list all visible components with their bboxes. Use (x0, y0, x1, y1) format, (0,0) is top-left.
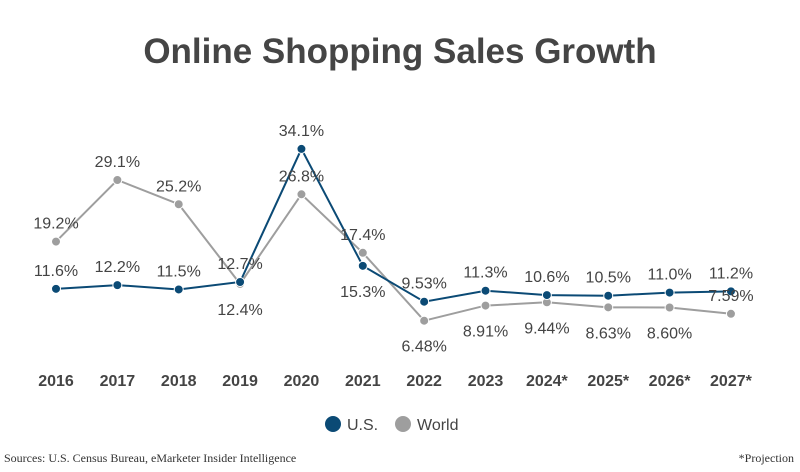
data-label: 17.4% (340, 227, 385, 244)
data-label: 12.2% (95, 259, 140, 276)
data-point (235, 277, 246, 288)
data-point (664, 302, 675, 313)
data-label: 25.2% (156, 178, 201, 195)
data-point (296, 189, 307, 200)
data-point (112, 280, 123, 291)
data-label: 8.63% (586, 325, 631, 342)
data-label: 12.7% (217, 256, 262, 273)
data-label: 11.3% (463, 265, 507, 282)
x-tick-label: 2026* (649, 373, 692, 390)
data-label: 26.8% (279, 168, 324, 185)
data-label: 8.60% (647, 326, 692, 343)
data-label: 9.44% (524, 320, 569, 337)
x-tick-label: 2019 (222, 373, 258, 390)
series-line-world (55, 178, 732, 322)
data-point (51, 236, 61, 247)
data-point (357, 260, 368, 271)
data-label: 11.6% (34, 263, 78, 280)
data-point (419, 315, 430, 326)
data-point (603, 302, 614, 313)
data-label: 7.59% (708, 288, 753, 305)
x-tick-label: 2016 (38, 373, 74, 390)
x-tick-label: 2021 (345, 373, 381, 390)
sources-note: Sources: U.S. Census Bureau, eMarketer I… (4, 451, 297, 465)
data-point (725, 286, 736, 297)
data-point (357, 247, 368, 258)
x-tick-label: 2027* (710, 373, 753, 390)
x-tick-label: 2023 (468, 373, 504, 390)
data-point (603, 290, 614, 301)
x-tick-label: 2018 (161, 373, 197, 390)
data-point (112, 174, 123, 185)
data-point (725, 308, 736, 319)
data-label: 11.2% (709, 265, 753, 282)
x-tick-label: 2017 (100, 373, 136, 390)
legend-label: World (417, 417, 459, 434)
data-label: 6.48% (401, 339, 446, 356)
data-point (541, 290, 552, 301)
legend-label: U.S. (347, 417, 378, 434)
data-label: 12.4% (217, 302, 262, 319)
x-tick-label: 2024* (526, 373, 569, 390)
series-line-us (55, 146, 731, 303)
legend-marker (395, 416, 411, 432)
projection-note: *Projection (738, 451, 794, 465)
data-point (419, 296, 430, 307)
data-label: 29.1% (95, 154, 140, 171)
data-label: 34.1% (279, 123, 324, 140)
data-label: 19.2% (33, 216, 78, 233)
data-point (480, 285, 491, 296)
data-label: 11.5% (157, 263, 201, 280)
data-label: 10.5% (586, 270, 631, 287)
data-point (480, 300, 491, 311)
data-point (173, 199, 184, 210)
data-point (664, 287, 675, 298)
x-tick-label: 2020 (284, 373, 320, 390)
data-point (173, 284, 184, 295)
x-tick-label: 2022 (406, 373, 442, 390)
legend-marker (325, 416, 341, 432)
data-label: 15.3% (340, 284, 385, 301)
chart-title: Online Shopping Sales Growth (143, 32, 657, 71)
data-label: 11.0% (648, 267, 692, 284)
data-label: 9.53% (401, 276, 446, 293)
data-point (296, 143, 307, 154)
data-point (51, 283, 61, 294)
x-tick-label: 2025* (587, 373, 630, 390)
data-label: 10.6% (524, 269, 569, 286)
data-label: 8.91% (463, 324, 508, 341)
